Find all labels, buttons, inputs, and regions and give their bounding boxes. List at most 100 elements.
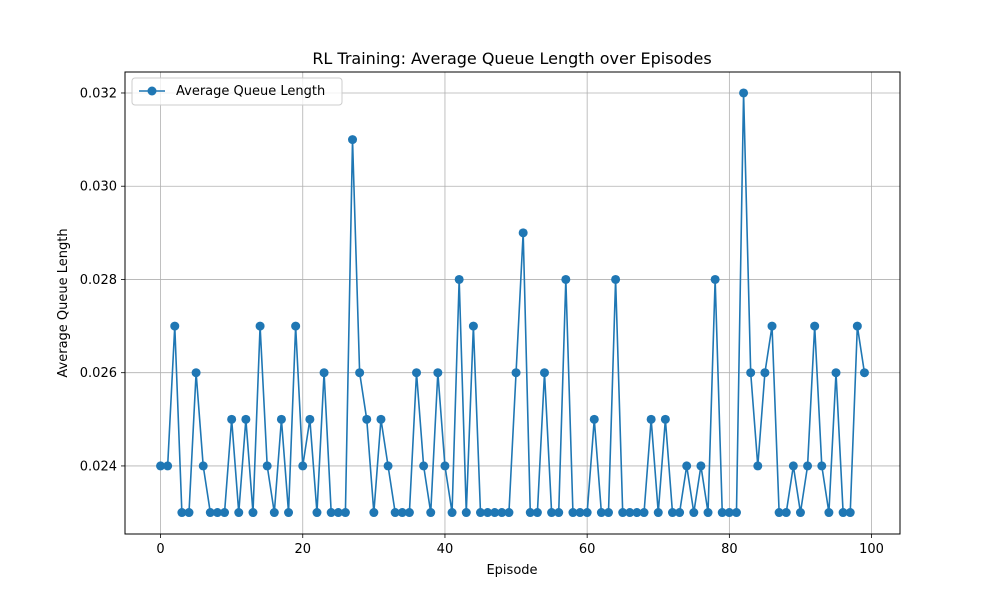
data-point <box>433 368 443 378</box>
x-tick-label: 80 <box>721 542 738 557</box>
data-point <box>362 414 372 424</box>
data-point <box>312 508 322 518</box>
data-point <box>703 508 713 518</box>
data-point <box>554 508 564 518</box>
data-point <box>724 508 734 518</box>
data-point <box>397 508 407 518</box>
data-point <box>625 508 635 518</box>
data-point <box>184 508 194 518</box>
data-point <box>454 274 464 284</box>
data-point <box>618 508 628 518</box>
data-point <box>667 508 677 518</box>
data-point <box>739 88 749 98</box>
data-point <box>412 368 422 378</box>
data-point <box>319 368 329 378</box>
data-point <box>227 414 237 424</box>
y-tick-label: 0.028 <box>80 273 117 288</box>
data-point <box>689 508 699 518</box>
data-point <box>170 321 180 331</box>
data-point <box>781 508 791 518</box>
data-point <box>731 508 741 518</box>
data-point <box>632 508 642 518</box>
x-tick-label: 20 <box>294 542 311 557</box>
y-tick-label: 0.026 <box>80 366 117 381</box>
data-point <box>348 135 358 145</box>
data-point <box>483 508 493 518</box>
data-point <box>298 461 308 471</box>
data-point <box>547 508 557 518</box>
data-point <box>760 368 770 378</box>
data-point <box>461 508 471 518</box>
data-point <box>788 461 798 471</box>
data-point <box>831 368 841 378</box>
data-point <box>845 508 855 518</box>
data-point <box>497 508 507 518</box>
data-point <box>255 321 265 331</box>
data-point <box>824 508 834 518</box>
y-axis-label: Average Queue Length <box>56 228 71 377</box>
data-point <box>404 508 414 518</box>
legend: Average Queue Length <box>131 77 343 106</box>
data-point <box>518 228 528 238</box>
data-point <box>468 321 478 331</box>
data-point <box>639 508 649 518</box>
data-point <box>205 508 215 518</box>
data-point <box>376 414 386 424</box>
data-point <box>291 321 301 331</box>
data-point <box>276 414 286 424</box>
data-point <box>774 508 784 518</box>
legend-box <box>131 77 343 106</box>
series-layer <box>156 88 869 518</box>
data-point <box>383 461 393 471</box>
data-point <box>611 274 621 284</box>
data-point <box>589 414 599 424</box>
data-point <box>333 508 343 518</box>
data-point <box>653 508 663 518</box>
data-point <box>582 508 592 518</box>
data-point <box>682 461 692 471</box>
data-point <box>212 508 222 518</box>
legend-label: Average Queue Length <box>176 84 325 99</box>
data-point <box>817 461 827 471</box>
data-point <box>660 414 670 424</box>
x-tick-label: 40 <box>437 542 454 557</box>
data-point <box>561 274 571 284</box>
data-point <box>198 461 208 471</box>
data-point <box>440 461 450 471</box>
data-point <box>419 461 429 471</box>
data-point <box>476 508 486 518</box>
legend-point-marker <box>147 86 157 96</box>
data-point <box>504 508 514 518</box>
data-point <box>603 508 613 518</box>
y-tick-label: 0.030 <box>80 180 117 195</box>
data-point <box>355 368 365 378</box>
data-point <box>305 414 315 424</box>
data-point <box>753 461 763 471</box>
data-point <box>234 508 244 518</box>
data-point <box>490 508 500 518</box>
plot-frame <box>124 71 901 535</box>
data-point <box>191 368 201 378</box>
y-tick-label: 0.032 <box>80 86 117 101</box>
data-point <box>163 461 173 471</box>
data-point <box>539 368 549 378</box>
x-tick-label: 0 <box>156 542 164 557</box>
data-point <box>220 508 230 518</box>
data-point <box>710 274 720 284</box>
x-tick-label: 60 <box>579 542 596 557</box>
data-point <box>596 508 606 518</box>
data-point <box>717 508 727 518</box>
data-point <box>838 508 848 518</box>
data-point <box>390 508 400 518</box>
data-point <box>810 321 820 331</box>
data-point <box>511 368 521 378</box>
data-point <box>568 508 578 518</box>
data-point <box>795 508 805 518</box>
data-point <box>852 321 862 331</box>
data-point <box>575 508 585 518</box>
data-point <box>646 414 656 424</box>
x-tick-label: 100 <box>859 542 884 557</box>
y-tick-label: 0.024 <box>80 459 117 474</box>
data-point <box>859 368 869 378</box>
